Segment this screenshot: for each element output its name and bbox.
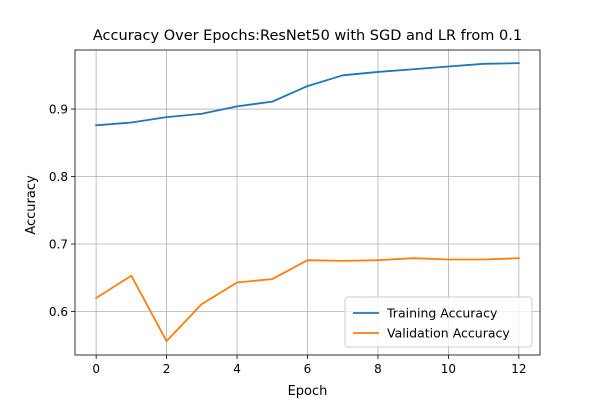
x-tick-label: 2	[163, 362, 171, 376]
x-tick-label: 6	[304, 362, 312, 376]
y-tick-label: 0.8	[49, 170, 68, 184]
legend: Training Accuracy Validation Accuracy	[344, 296, 533, 348]
legend-box	[344, 296, 533, 348]
x-tick-label: 4	[233, 362, 241, 376]
x-tick-label: 8	[374, 362, 382, 376]
y-axis-label: Accuracy	[24, 175, 39, 235]
x-tick-label: 12	[511, 362, 526, 376]
legend-label: Training Accuracy	[386, 306, 498, 321]
y-tick-label: 0.7	[49, 237, 68, 251]
chart-title: Accuracy Over Epochs:ResNet50 with SGD a…	[93, 28, 522, 44]
series-line-training-accuracy	[95, 62, 520, 127]
legend-label: Validation Accuracy	[387, 326, 510, 341]
axis-ticks: 0 2 4 6 8 10 12 0.6 0.7 0.8 0.9	[49, 103, 527, 376]
x-tick-label: 0	[92, 362, 100, 376]
series-line-validation-accuracy	[94, 257, 520, 343]
x-tick-label: 10	[441, 362, 456, 376]
y-tick-label: 0.6	[49, 305, 68, 319]
series-lines	[94, 62, 520, 343]
grid-lines	[75, 50, 540, 355]
y-tick-label: 0.9	[49, 103, 68, 117]
x-axis-label: Epoch	[288, 384, 328, 399]
